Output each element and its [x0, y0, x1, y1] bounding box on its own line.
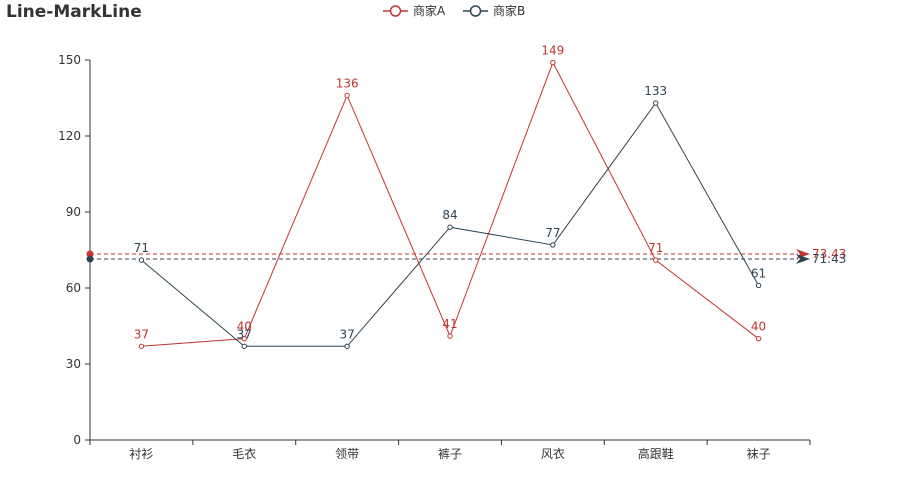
y-tick-label-2: 60 [66, 281, 81, 295]
data-point-s0-4[interactable] [550, 59, 556, 66]
data-point-s0-0[interactable] [138, 343, 145, 349]
legend-marker-0[interactable] [389, 5, 402, 17]
data-point-s0-6[interactable] [755, 335, 762, 342]
data-label-s1-0: 71 [134, 241, 149, 255]
data-label-s1-1: 37 [237, 327, 252, 341]
data-point-s1-4[interactable] [550, 242, 556, 248]
legend-label-0: 商家A [413, 3, 446, 18]
y-tick-label-0: 0 [73, 433, 81, 447]
legend-marker-1[interactable] [469, 5, 482, 17]
data-point-s1-6[interactable] [755, 282, 762, 289]
data-label-s0-6: 40 [751, 320, 766, 334]
data-label-s1-4: 77 [545, 226, 560, 240]
x-tick-label-5: 高跟鞋 [638, 446, 674, 461]
data-label-s0-5: 71 [648, 241, 663, 255]
data-point-s1-0[interactable] [138, 257, 145, 263]
data-point-s0-1[interactable] [241, 335, 247, 342]
markline-label-0: 73.43 [812, 247, 846, 261]
chart-title: Line-MarkLine [6, 2, 142, 22]
markline-start-symbol-1 [86, 255, 94, 263]
data-label-s1-5: 133 [644, 84, 667, 98]
data-label-s1-3: 84 [442, 208, 457, 222]
x-tick-label-1: 毛衣 [232, 446, 256, 461]
y-tick-label-1: 30 [66, 357, 81, 371]
data-point-s1-2[interactable] [344, 343, 350, 349]
data-label-s1-6: 61 [751, 266, 766, 280]
y-tick-label-3: 90 [66, 205, 81, 219]
data-point-s0-5[interactable] [653, 257, 659, 263]
legend-label-1: 商家B [493, 3, 525, 18]
data-label-s0-2: 136 [336, 76, 359, 90]
series-line-0 [141, 61, 759, 347]
x-tick-label-2: 领带 [335, 447, 359, 461]
markline-label-1: 71.43 [812, 252, 846, 266]
data-point-s1-3[interactable] [447, 224, 453, 230]
data-point-s1-1[interactable] [241, 343, 247, 349]
data-point-s0-3[interactable] [447, 333, 453, 339]
data-label-s0-3: 41 [442, 317, 457, 331]
data-point-s0-2[interactable] [344, 92, 350, 99]
y-tick-label-4: 120 [58, 129, 81, 143]
markline-start-symbol-0 [86, 250, 94, 258]
x-tick-label-6: 袜子 [747, 447, 771, 461]
data-label-s0-1: 40 [237, 320, 252, 334]
data-label-s0-4: 149 [541, 44, 564, 58]
x-tick-label-3: 裤子 [438, 447, 462, 461]
x-tick-label-0: 衬衫 [129, 447, 153, 461]
data-label-s1-2: 37 [340, 327, 355, 341]
markline-end-arrow-1 [796, 254, 810, 265]
data-point-s1-5[interactable] [653, 100, 659, 106]
x-tick-label-4: 风衣 [541, 446, 565, 461]
data-label-s0-0: 37 [134, 327, 149, 341]
y-tick-label-5: 150 [58, 53, 81, 67]
